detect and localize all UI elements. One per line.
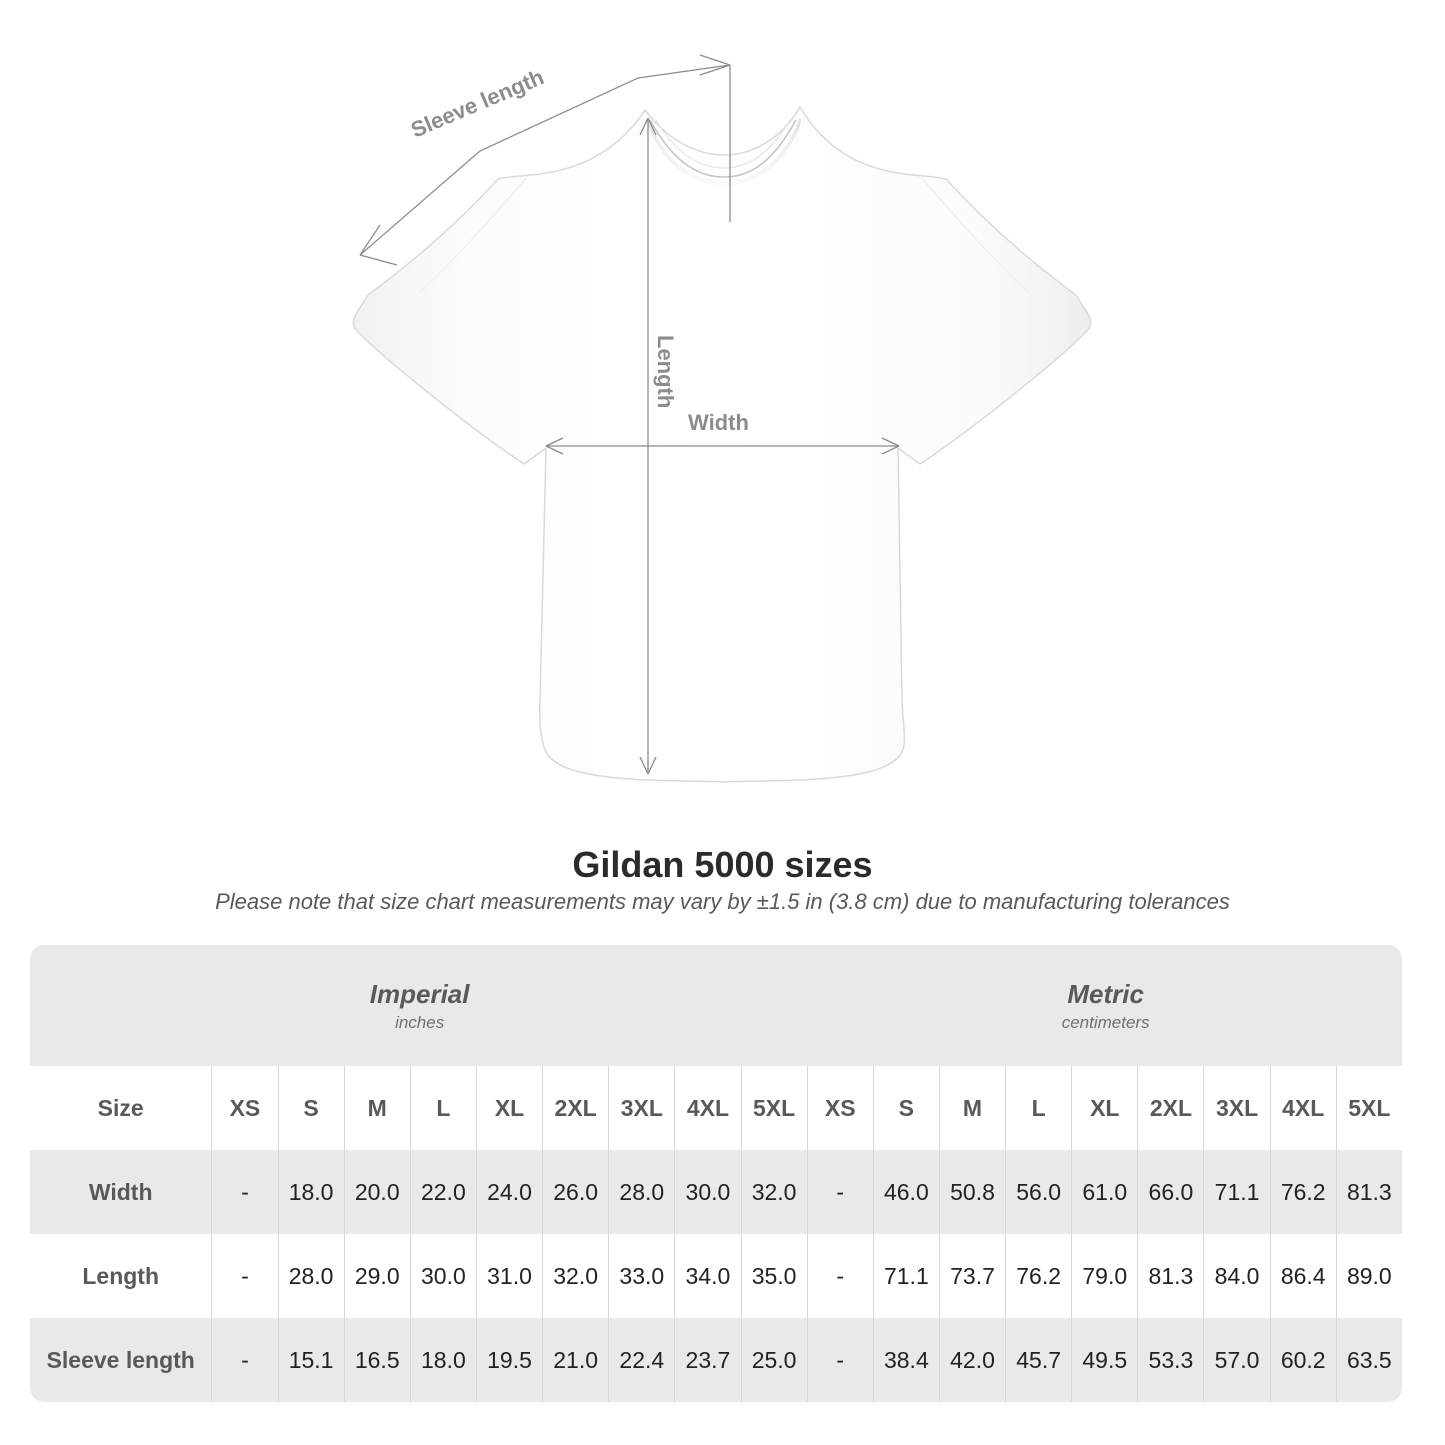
svg-text:Length: Length — [653, 335, 678, 408]
svg-text:Width: Width — [688, 410, 749, 435]
svg-text:Sleeve length: Sleeve length — [407, 64, 547, 142]
